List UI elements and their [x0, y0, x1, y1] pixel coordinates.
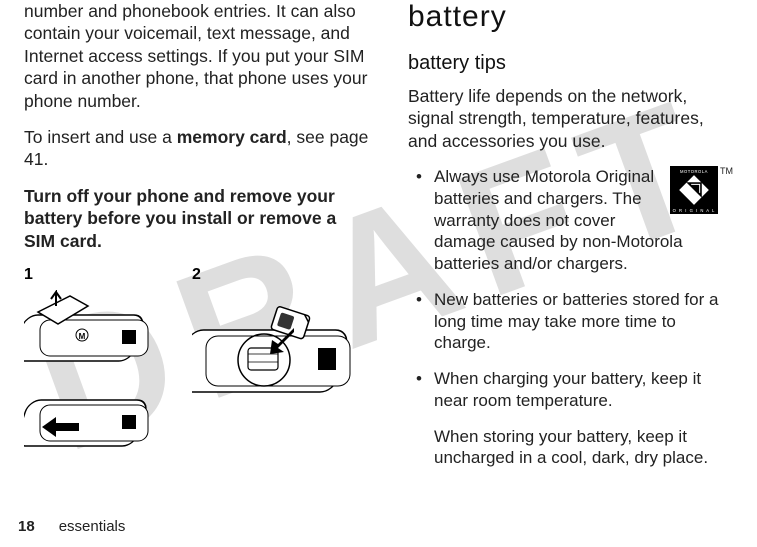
tip-3: When charging your battery, keep it near…	[408, 368, 733, 412]
tip-1: MOTOROLA O R I G I N A L TM Always use M…	[408, 166, 733, 275]
mem-pre: To insert and use a	[24, 127, 177, 147]
svg-text:MOTOROLA: MOTOROLA	[680, 169, 708, 174]
figure-1-label: 1	[24, 266, 174, 284]
right-column: battery battery tips Battery life depend…	[390, 0, 739, 537]
battery-heading: battery	[408, 0, 733, 34]
tip-3-continuation: When storing your battery, keep it uncha…	[408, 426, 733, 470]
phone-battery-removal-illustration: M	[24, 290, 174, 460]
tip-2: New batteries or batteries stored for a …	[408, 289, 733, 354]
battery-tips-list: MOTOROLA O R I G I N A L TM Always use M…	[408, 166, 733, 412]
page-content: number and phonebook entries. It can als…	[0, 0, 757, 547]
sim-paragraph: number and phonebook entries. It can als…	[24, 0, 372, 112]
tip-1-text: Always use Motorola Original batteries a…	[434, 167, 683, 273]
figure-1: 1 M	[24, 266, 174, 460]
figure-row: 1 M	[24, 266, 372, 460]
left-column: number and phonebook entries. It can als…	[18, 0, 390, 537]
svg-text:O R I G I N A L: O R I G I N A L	[673, 208, 716, 213]
mem-bold: memory card	[177, 127, 287, 147]
svg-text:M: M	[79, 332, 86, 341]
tm-mark: TM	[720, 166, 733, 176]
figure-2-label: 2	[192, 266, 372, 284]
warning-paragraph: Turn off your phone and remove your batt…	[24, 185, 372, 252]
sim-insert-illustration	[192, 290, 372, 430]
motorola-original-logo: MOTOROLA O R I G I N A L TM	[670, 166, 733, 220]
battery-tips-heading: battery tips	[408, 52, 733, 75]
battery-intro: Battery life depends on the network, sig…	[408, 85, 733, 152]
memory-card-paragraph: To insert and use a memory card, see pag…	[24, 126, 372, 171]
figure-2: 2	[192, 266, 372, 460]
